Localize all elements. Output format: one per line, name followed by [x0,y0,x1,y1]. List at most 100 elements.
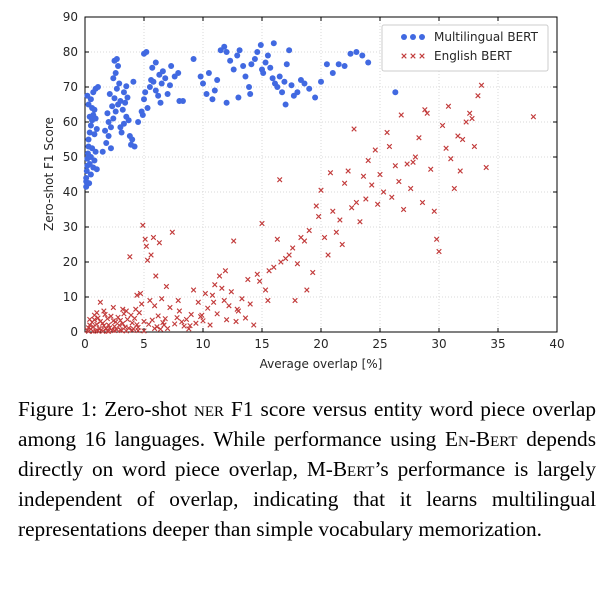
english-bert-point [134,321,140,328]
multilingual-bert-point [306,85,313,92]
english-bert-point [187,323,193,329]
multilingual-bert-point [211,87,218,94]
english-bert-point [144,257,151,263]
english-bert-point [216,273,223,279]
english-bert-point [157,326,164,332]
multilingual-bert-point [223,99,230,106]
y-tick-label: 10 [63,290,78,304]
english-bert-point [202,290,209,297]
english-bert-point [234,306,240,312]
english-bert-point [360,173,367,179]
english-bert-point [412,154,419,160]
english-bert-point [351,126,357,132]
multilingual-bert-point [131,143,138,150]
multilingual-bert-point [240,63,247,69]
caption-segment: Zero-shot [97,397,195,421]
english-bert-point [445,103,452,109]
multilingual-bert-point [168,63,175,69]
english-bert-point [100,328,106,334]
multilingual-bert-point [209,96,216,103]
english-bert-point [463,119,469,125]
english-bert-point [478,82,485,88]
y-tick-label: 90 [63,10,78,24]
multilingual-bert-point [94,84,101,90]
english-bert-point [97,299,104,305]
english-bert-point [466,110,473,116]
english-bert-point [104,328,111,334]
english-bert-point [289,245,296,251]
multilingual-bert-point [323,61,330,68]
english-bert-point [325,252,331,258]
caption-smallcaps-term: M-Bert [306,457,375,481]
multilingual-bert-point [110,115,117,122]
english-bert-point [186,326,192,332]
english-bert-point [95,328,101,334]
english-bert-point [424,110,430,116]
english-bert-point [318,187,324,193]
legend-marker-glyph [401,34,407,40]
english-bert-point [146,321,152,327]
multilingual-bert-point [142,89,149,96]
english-bert-point [142,236,148,242]
english-bert-point [337,217,343,223]
multilingual-bert-point [341,63,348,69]
english-bert-point [223,317,230,323]
multilingual-bert-point [247,91,254,97]
multilingual-bert-point [264,52,271,59]
english-bert-point [363,196,369,202]
multilingual-bert-point [87,122,94,129]
multilingual-bert-point [130,78,137,85]
english-bert-point [436,248,442,255]
english-bert-point [108,313,114,319]
multilingual-bert-point [122,99,129,106]
legend-label-multilingual-bert: Multilingual BERT [434,30,539,44]
english-bert-point [310,269,316,276]
english-bert-point [188,311,194,318]
english-bert-point [265,297,271,304]
english-bert-point [151,325,158,332]
english-bert-point [117,327,124,333]
multilingual-bert-point [365,59,372,66]
figure-caption: Figure 1: Zero-shot ner F1 score versus … [18,394,596,544]
english-bert-point [195,299,201,305]
multilingual-bert-point [135,119,142,125]
multilingual-bert-point [227,57,234,64]
english-bert-point [384,129,390,136]
english-bert-point [161,322,167,328]
english-bert-point [141,318,147,325]
english-bert-point [451,185,458,192]
english-bert-point [209,292,216,298]
english-bert-point [271,264,277,270]
english-bert-point [221,297,227,304]
multilingual-bert-point [301,80,308,87]
multilingual-bert-point [248,61,255,68]
english-bert-point [181,323,187,329]
english-bert-point [345,168,351,174]
y-tick-label: 80 [63,45,78,59]
multilingual-bert-point [110,75,117,82]
english-bert-point [239,296,245,302]
multilingual-bert-point [105,133,112,139]
english-bert-point [251,322,257,328]
multilingual-bert-point [269,75,276,82]
english-bert-point [156,240,163,246]
english-bert-point [120,320,126,327]
multilingual-bert-point [221,43,228,50]
multilingual-bert-point [86,129,93,136]
caption-smallcaps-term: En-Bert [444,427,518,451]
english-bert-point [123,328,129,334]
english-bert-point [222,268,229,274]
english-bert-point [138,301,145,307]
multilingual-bert-point [200,80,206,87]
multilingual-bert-point [115,63,122,69]
multilingual-bert-point [242,73,249,80]
english-bert-point [169,229,176,235]
english-bert-point [259,220,265,227]
english-bert-point [150,234,157,241]
multilingual-bert-point [274,84,281,90]
multilingual-bert-point [158,80,165,87]
multilingual-bert-point [106,91,113,97]
multilingual-bert-point [125,117,132,124]
english-bert-point [199,312,205,318]
multilingual-bert-point [359,52,366,59]
